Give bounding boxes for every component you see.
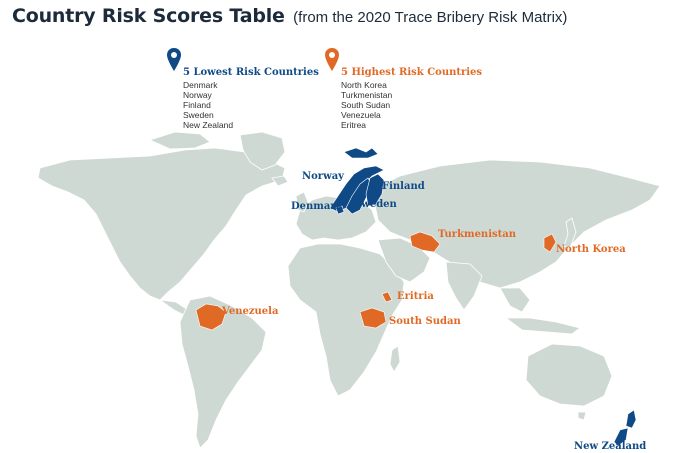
north-america [37,147,286,301]
label-turkmenistan: Turkmenistan [438,229,517,240]
legend-highest: 5 Highest Risk Countries North Korea Tur… [341,67,482,130]
legend-lowest-title: 5 Lowest Risk Countries [183,67,319,78]
list-item: Sweden [183,110,214,120]
legend-lowest: 5 Lowest Risk Countries Denmark Norway F… [183,67,319,130]
label-sweden: Sweden [354,199,397,210]
north-korea-shape [543,233,557,253]
list-item: Turkmenistan [341,90,393,100]
north-america-islands [148,131,211,150]
indonesia [504,317,581,335]
south-sudan-shape [359,307,387,329]
australia [525,343,613,407]
south-america [179,295,267,449]
madagascar [389,345,401,373]
list-item: Norway [183,90,212,100]
denmark-shape [335,205,345,215]
list-item: North Korea [341,80,387,90]
turkmenistan-shape [409,231,441,253]
new-zealand-shape [613,409,637,447]
list-item: Denmark [183,80,218,90]
list-item: New Zealand [183,120,234,130]
greenland [239,131,286,171]
venezuela-shape [195,303,227,331]
label-eritria: Eritria [397,291,434,302]
label-new-zealand: New Zealand [574,441,647,452]
label-finland: Finland [382,181,425,192]
label-venezuela: Venezuela [222,306,279,317]
label-denmark: Denmark [291,201,343,212]
eritrea-shape [381,291,393,303]
svalbard-shape [343,147,379,159]
legend-lowest-list: Denmark Norway Finland Sweden New Zealan… [183,80,319,130]
japan [563,217,577,249]
africa [287,243,405,397]
list-item: Eritrea [341,120,367,130]
label-north-korea: North Korea [556,244,626,255]
india [445,261,483,311]
title-subtitle: (from the 2020 Trace Bribery Risk Matrix… [293,9,568,26]
title-main: Country Risk Scores Table [12,5,285,27]
location-pin-icon [167,48,181,71]
legend-highest-title: 5 Highest Risk Countries [341,67,483,78]
location-pin-icon [325,48,339,71]
label-south-sudan: South Sudan [389,316,461,327]
page-title: Country Risk Scores Table (from the 2020… [12,5,567,27]
middle-east [377,237,431,283]
list-item: Venezuela [341,110,381,120]
finland-shape [365,173,385,207]
iceland [271,175,289,187]
southeast-asia [499,287,531,313]
legend-highest-list: North Korea Turkmenistan South Sudan Ven… [341,80,482,130]
uk [295,191,309,213]
list-item: South Sudan [341,100,391,110]
list-item: Finland [183,100,211,110]
label-norway: Norway [302,171,344,182]
tasmania [577,411,587,421]
